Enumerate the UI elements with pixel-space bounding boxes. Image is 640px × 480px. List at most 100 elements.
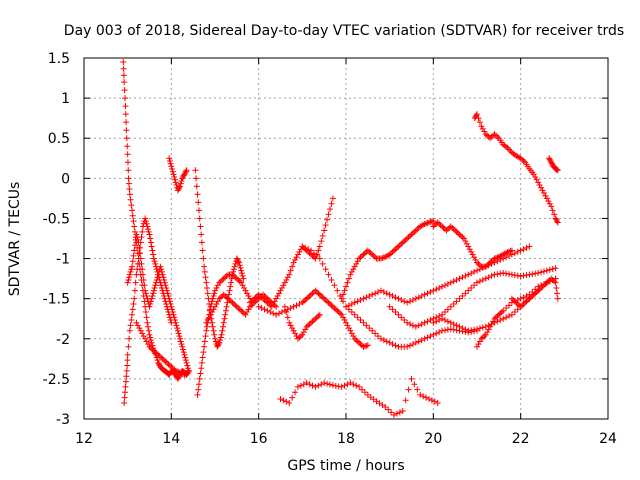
data-point <box>462 272 469 279</box>
data-point <box>131 295 138 302</box>
data-point <box>199 354 206 361</box>
data-point <box>135 239 142 246</box>
data-point <box>261 297 268 304</box>
data-point <box>554 295 561 302</box>
data-point <box>255 303 262 310</box>
data-point <box>494 313 501 320</box>
data-point <box>199 247 206 254</box>
data-point <box>527 294 534 301</box>
data-point <box>386 303 393 310</box>
data-point <box>142 335 149 342</box>
data-point <box>126 327 133 334</box>
data-point <box>201 263 208 270</box>
data-point <box>405 234 412 241</box>
data-point <box>551 211 558 218</box>
data-point <box>220 275 227 282</box>
data-point <box>302 244 309 251</box>
data-point <box>139 330 146 337</box>
data-point <box>337 310 344 317</box>
data-point <box>471 282 478 289</box>
data-point <box>348 301 355 308</box>
data-point <box>366 248 373 255</box>
data-point <box>305 246 312 253</box>
data-point <box>146 303 153 310</box>
data-point <box>200 349 207 356</box>
data-point <box>174 327 181 334</box>
data-point <box>542 280 549 287</box>
data-point <box>162 358 169 365</box>
data-point <box>303 379 310 386</box>
data-point <box>213 301 220 308</box>
data-point <box>302 297 309 304</box>
data-point <box>338 383 345 390</box>
data-point <box>223 272 230 279</box>
data-point <box>151 258 158 265</box>
data-point <box>165 292 172 299</box>
data-point <box>121 79 128 86</box>
data-point <box>223 294 230 301</box>
data-point <box>234 256 241 263</box>
data-point <box>491 315 498 322</box>
data-point <box>184 369 191 376</box>
data-point <box>325 271 332 278</box>
y-tick-labels: -3 -2.5 -2 -1.5 -1 -0.5 0 0.5 1 1.5 <box>43 51 70 428</box>
data-point <box>357 254 364 261</box>
data-point <box>363 322 370 329</box>
data-point <box>395 243 402 250</box>
data-point <box>459 325 466 332</box>
data-point <box>540 190 547 197</box>
data-point <box>123 373 130 380</box>
data-point <box>424 219 431 226</box>
data-point <box>211 331 218 338</box>
data-point <box>131 287 138 294</box>
data-point <box>546 156 553 163</box>
data-point <box>520 272 527 279</box>
data-point <box>309 290 316 297</box>
data-point <box>468 327 475 334</box>
data-point <box>418 321 425 328</box>
data-point <box>203 284 210 291</box>
data-point <box>232 274 239 281</box>
data-point <box>549 276 556 283</box>
data-point <box>196 375 203 382</box>
data-point <box>335 383 342 390</box>
data-point <box>357 297 364 304</box>
data-point <box>228 279 235 286</box>
data-point <box>136 325 143 332</box>
y-tick-label: 1 <box>61 91 70 107</box>
data-point <box>264 299 271 306</box>
data-point <box>481 333 488 340</box>
data-point <box>211 290 218 297</box>
data-point <box>158 266 165 273</box>
data-point <box>398 314 405 321</box>
data-point <box>127 322 134 329</box>
data-point <box>506 313 513 320</box>
data-point <box>386 339 393 346</box>
data-point <box>491 131 498 138</box>
data-point <box>131 242 138 249</box>
data-point <box>517 303 524 310</box>
data-point <box>348 330 355 337</box>
data-point <box>347 379 354 386</box>
data-point <box>143 314 150 321</box>
data-point <box>133 319 140 326</box>
data-point <box>514 306 521 313</box>
data-point <box>375 288 382 295</box>
data-point <box>465 243 472 250</box>
data-point <box>405 386 412 393</box>
data-point <box>329 303 336 310</box>
data-point <box>427 288 434 295</box>
data-point <box>297 333 304 340</box>
data-point <box>221 315 228 322</box>
data-point <box>230 272 237 279</box>
data-point <box>377 255 384 262</box>
data-point <box>235 305 242 312</box>
data-point <box>321 379 328 386</box>
data-point <box>293 254 300 261</box>
data-point <box>249 297 256 304</box>
data-point <box>273 311 280 318</box>
data-point <box>553 216 560 223</box>
data-point <box>214 282 221 289</box>
y-tick-label: 1.5 <box>48 51 70 67</box>
data-point <box>472 256 479 263</box>
